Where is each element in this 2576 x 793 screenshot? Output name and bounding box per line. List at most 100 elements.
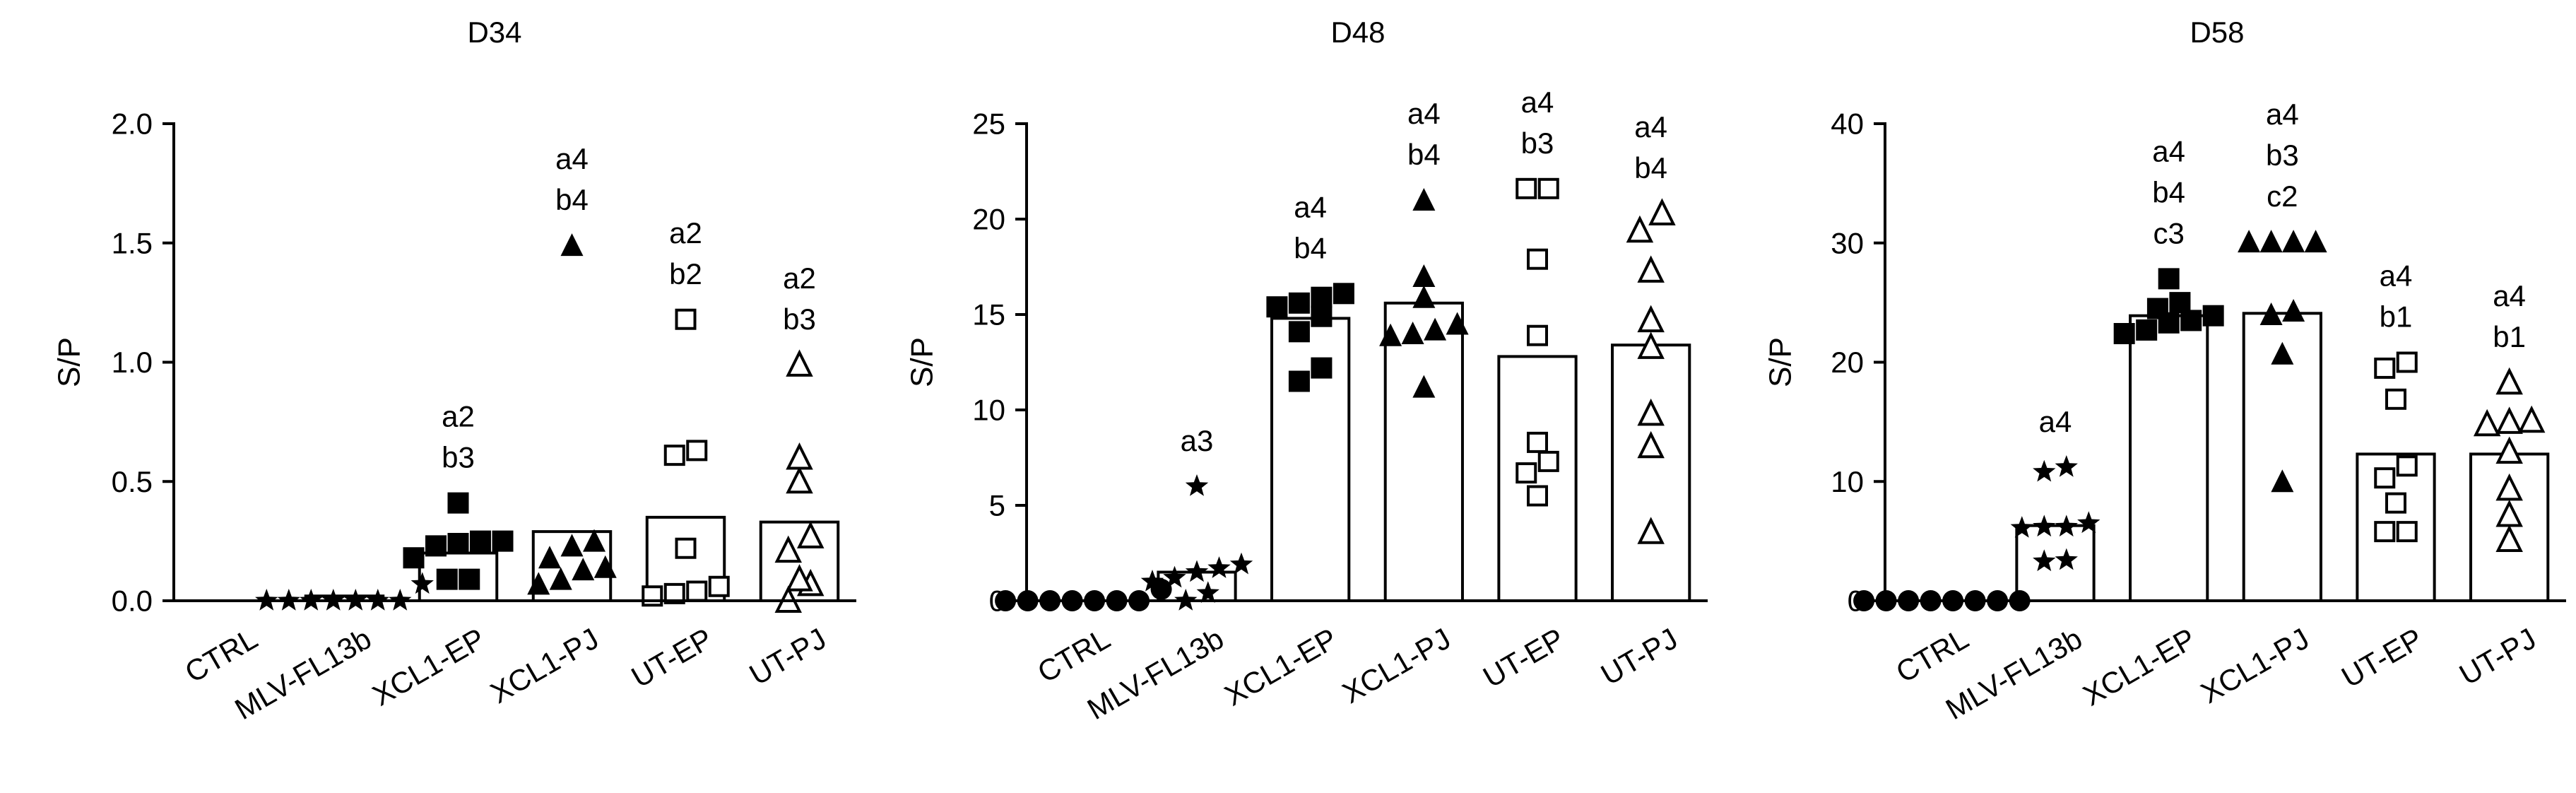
data-point: [2146, 298, 2168, 319]
x-tick-label: UT-EP: [626, 621, 719, 694]
data-point: [1537, 450, 1559, 472]
bar: [1383, 301, 1464, 602]
y-tick-label: 1.5: [112, 226, 153, 259]
data-point: [663, 445, 685, 466]
data-point: [2396, 455, 2418, 477]
significance-label: b1: [2493, 320, 2526, 353]
data-point: [2304, 230, 2327, 253]
significance-label: b4: [1634, 151, 1667, 184]
data-point: [2396, 521, 2418, 543]
significance-label: c3: [2153, 216, 2184, 249]
data-point: [2055, 548, 2078, 570]
significance-label: a4: [1294, 190, 1327, 223]
data-point: [786, 564, 813, 592]
y-axis-label: S/P: [52, 337, 87, 387]
data-point: [1412, 375, 1436, 398]
data-point: [2374, 467, 2396, 489]
data-point: [403, 547, 425, 569]
data-point: [2495, 436, 2523, 464]
data-point: [1527, 485, 1548, 507]
data-point: [2055, 455, 2078, 477]
data-point: [2396, 351, 2418, 373]
data-point: [2282, 298, 2305, 322]
y-axis-label: S/P: [905, 337, 940, 387]
data-point: [459, 568, 480, 590]
data-point: [1537, 177, 1559, 199]
data-point: [675, 308, 697, 330]
y-tick-label: 40: [1831, 107, 1864, 141]
data-point: [2113, 323, 2135, 344]
bar: [2015, 524, 2096, 602]
data-point: [1379, 323, 1402, 346]
data-point: [549, 567, 572, 590]
data-point: [2495, 500, 2523, 527]
data-point: [447, 492, 469, 514]
data-point: [1185, 560, 1209, 582]
data-point: [527, 572, 550, 595]
data-point: [1412, 188, 1436, 211]
bar: [418, 551, 499, 602]
data-point: [686, 440, 708, 462]
data-point: [1637, 255, 1665, 283]
chart-title: D34: [467, 16, 521, 49]
data-point: [1288, 292, 1310, 314]
data-point: [1626, 215, 1654, 243]
data-point: [1288, 321, 1310, 343]
data-point: [2158, 268, 2180, 290]
significance-label: b4: [2152, 175, 2185, 208]
data-point: [1446, 312, 1469, 335]
data-point: [642, 585, 663, 607]
y-tick-label: 5: [989, 489, 1005, 522]
data-point: [572, 558, 595, 581]
data-point: [1207, 556, 1231, 578]
y-tick-label: 0: [1848, 585, 1864, 618]
data-point: [2271, 341, 2294, 365]
data-point: [797, 521, 825, 548]
data-point: [995, 590, 1017, 611]
x-tick-label: UT-PJ: [744, 621, 832, 691]
chart-panel: D34 S/P b3 a2 b4 a4 b2 a2 b3 a2 0.0 0.5 1.0 1.5 2.0 CTR…: [52, 16, 856, 726]
data-point: [2374, 357, 2396, 379]
data-point: [2202, 305, 2224, 327]
data-point: [1637, 430, 1665, 459]
bar: [2129, 314, 2209, 602]
data-point: [1140, 570, 1164, 592]
significance-label: a3: [1181, 424, 1214, 457]
data-point: [1853, 590, 1875, 611]
x-tick-label: UT-PJ: [2454, 621, 2542, 691]
data-point: [2282, 230, 2305, 253]
data-point: [436, 568, 458, 590]
significance-label: b2: [669, 257, 702, 290]
data-point: [560, 233, 584, 257]
data-point: [538, 546, 561, 569]
data-point: [1412, 285, 1436, 308]
data-point: [2517, 405, 2546, 433]
data-point: [1196, 581, 1219, 603]
data-point: [2271, 469, 2294, 493]
data-point: [2169, 292, 2191, 314]
x-tick-label: XCL1-PJ: [485, 621, 604, 710]
bar: [1611, 343, 1691, 602]
significance-label: b1: [2380, 300, 2413, 334]
y-tick-label: 0: [989, 585, 1005, 618]
y-axis-label: S/P: [1763, 337, 1798, 387]
data-point: [2238, 230, 2261, 253]
data-point: [560, 534, 584, 557]
data-point: [774, 535, 802, 563]
significance-label: a4: [1407, 97, 1441, 130]
data-point: [2259, 230, 2283, 253]
significance-label: b3: [442, 441, 475, 474]
data-point: [2374, 521, 2396, 543]
data-point: [2033, 515, 2056, 537]
data-point: [1412, 264, 1436, 287]
data-point: [2033, 549, 2056, 572]
data-point: [1527, 431, 1548, 453]
data-point: [470, 530, 491, 552]
significance-label: a4: [1521, 86, 1554, 119]
significance-label: b3: [783, 302, 816, 336]
data-point: [1516, 462, 1537, 484]
data-point: [1185, 474, 1209, 496]
significance-label: a4: [1634, 110, 1667, 143]
x-tick-label: UT-EP: [2336, 621, 2428, 694]
significance-label: a4: [2266, 98, 2299, 131]
